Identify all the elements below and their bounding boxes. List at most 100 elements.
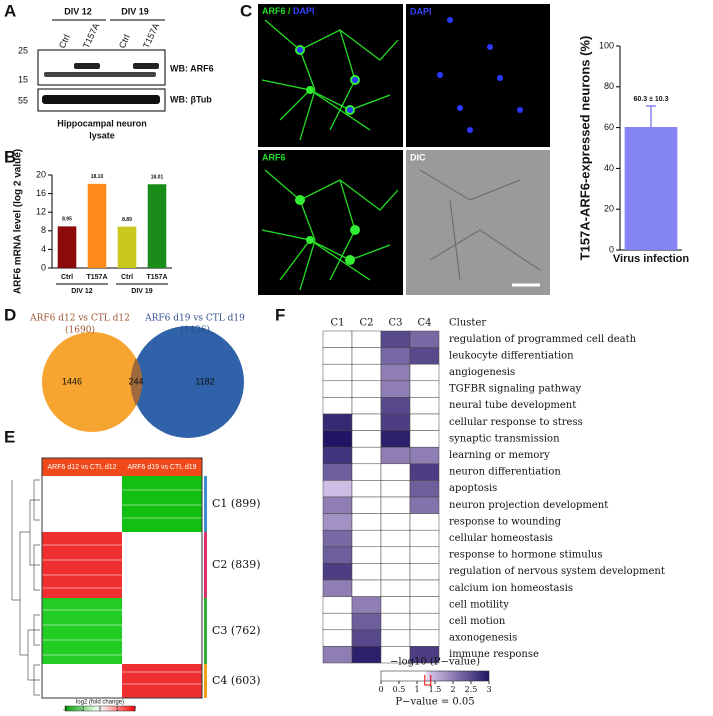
nucleus	[347, 107, 353, 113]
dic-texture	[419, 169, 541, 281]
channel-label: ARF6	[262, 152, 286, 162]
heat-cell	[322, 529, 353, 548]
heat-cell	[409, 397, 440, 415]
heat-block	[122, 476, 202, 532]
panel-letter: B	[4, 147, 16, 166]
heat-cell	[322, 413, 353, 431]
cluster-bar	[204, 664, 207, 698]
colorbar	[380, 670, 490, 682]
panel-letter: E	[4, 427, 15, 446]
heat-cell	[322, 446, 353, 465]
bar	[57, 226, 77, 268]
heat-cell	[351, 430, 382, 448]
row-label: response to hormone stimulus	[449, 550, 602, 561]
probe-label: WB: βTub	[170, 94, 212, 104]
bar	[87, 183, 107, 268]
heat-cell	[322, 496, 353, 514]
heat-cell	[380, 413, 411, 431]
threshold-marker	[424, 675, 432, 686]
nucleus	[447, 17, 453, 23]
nucleus	[457, 105, 463, 111]
heat-cell	[322, 480, 353, 498]
x-tick-label: Ctrl	[61, 274, 73, 281]
heat-cell	[380, 380, 411, 398]
y-tick-label: 8	[41, 225, 46, 235]
heat-cell	[380, 529, 411, 548]
column-label: C1	[330, 318, 344, 329]
venn-set	[42, 332, 142, 432]
colorbar-ticks: -2 -1 0 1 2	[63, 706, 137, 712]
venn-title: ARF6 d19 vs CTL d19	[144, 314, 245, 324]
heat-block	[122, 664, 202, 698]
heat-cell	[409, 363, 440, 382]
venn-count: 1182	[195, 376, 214, 386]
row-label: neural tube development	[449, 400, 576, 411]
heat-cell	[351, 563, 382, 581]
soma	[350, 225, 360, 235]
heat-cell	[380, 397, 411, 415]
row-label: regulation of programmed cell death	[449, 334, 637, 345]
y-tick-label: 100	[599, 40, 614, 50]
colorbar-tick-label: 1	[414, 685, 419, 694]
bar	[147, 184, 167, 268]
heat-cell	[409, 646, 440, 664]
y-tick-label: 80	[604, 81, 614, 91]
heat-cell	[409, 596, 440, 614]
panel-letter: F	[275, 305, 285, 324]
colorbar-tick-label: 2	[134, 706, 137, 712]
heat-cell	[380, 496, 411, 514]
row-label: cellular response to stress	[449, 417, 583, 428]
heat-cell	[351, 463, 382, 481]
heat-cell	[351, 330, 382, 348]
value-label: 8.95	[62, 217, 72, 223]
panel-letter: C	[240, 1, 252, 20]
cluster-label: C3 (762)	[212, 624, 261, 637]
stripe	[42, 489, 202, 685]
heat-cell	[322, 546, 353, 564]
cluster-label: C1 (899)	[212, 497, 261, 510]
venn-total: (1426)	[180, 325, 210, 336]
venn-set	[132, 326, 244, 438]
heat-cell	[322, 330, 353, 348]
heat-cell	[409, 563, 440, 581]
y-tick-label: 0	[609, 244, 614, 254]
row-label: axonogenesis	[449, 633, 517, 644]
heat-cell	[380, 546, 411, 564]
heat-cell	[322, 563, 353, 581]
colorbar-tick-label: -1	[80, 706, 85, 712]
lane-label: Ctrl	[117, 33, 132, 50]
column-header-label: ARF6 d12 vs CTL d12	[48, 464, 117, 471]
venn-total: (1690)	[65, 325, 95, 336]
heat-cell	[351, 513, 382, 531]
channel-label: DAPI	[293, 6, 315, 16]
heat-block	[122, 598, 202, 664]
somata	[295, 45, 360, 265]
row-label: cell motility	[449, 599, 509, 610]
heat-cell	[380, 480, 411, 498]
colorbar-tick-label: 2	[450, 685, 455, 694]
row-label: apoptosis	[449, 483, 497, 494]
row-label: cell motion	[449, 616, 506, 627]
colorbar-title: log2 (fold change)	[76, 700, 124, 706]
column-label: C2	[359, 318, 373, 329]
colorbar-tick-label: 1	[116, 706, 119, 712]
group-label: DIV 19	[131, 288, 153, 295]
heat-cell	[380, 612, 411, 631]
heat-cell	[380, 430, 411, 448]
heat-cell	[409, 380, 440, 398]
dic-line	[419, 169, 541, 281]
heat-cell	[322, 397, 353, 415]
x-tick-label: Virus infection	[613, 253, 689, 265]
micrograph	[258, 4, 403, 147]
channel-label: DIC	[410, 152, 426, 162]
heat-cell	[351, 347, 382, 365]
heat-cell	[351, 646, 382, 664]
mw-marker: 15	[18, 74, 28, 84]
heat-cell	[380, 563, 411, 581]
y-axis-label: T157A-ARF6-expressed neurons (%)	[577, 36, 592, 261]
soma	[306, 236, 314, 244]
heat-cell	[351, 629, 382, 647]
colorbar-tick-label: 3	[486, 685, 491, 694]
colorbar	[64, 705, 136, 712]
